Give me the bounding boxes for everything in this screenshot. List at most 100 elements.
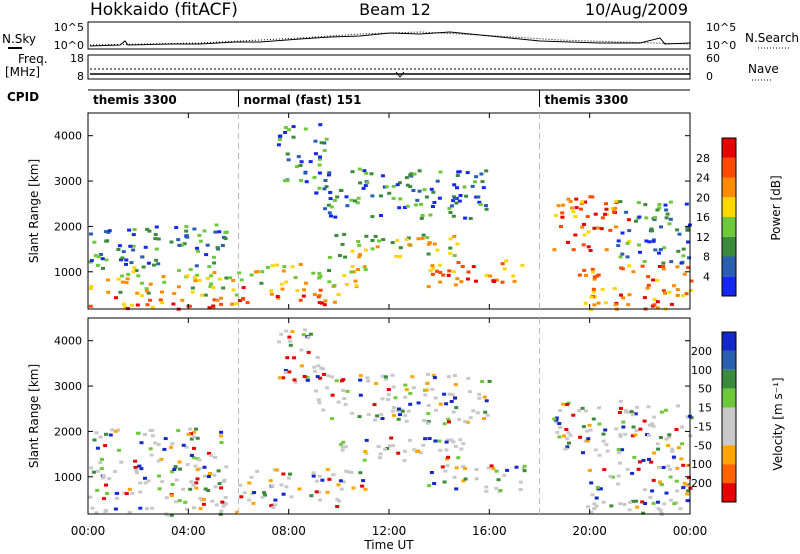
echo-cell xyxy=(618,461,622,465)
echo-cell xyxy=(215,246,220,250)
echo-cell xyxy=(174,478,179,482)
echo-cell xyxy=(432,201,437,204)
velocity-panel-frame xyxy=(87,317,691,515)
echo-cell xyxy=(477,200,482,204)
echo-cell xyxy=(477,392,482,396)
echo-cell xyxy=(450,393,455,397)
echo-cell xyxy=(459,447,464,451)
echo-cell xyxy=(322,149,327,152)
colorbar-swatch xyxy=(722,445,736,465)
echo-cell xyxy=(640,500,645,504)
echo-cell xyxy=(298,163,303,167)
echo-cell xyxy=(328,191,333,194)
echo-cell xyxy=(643,502,648,505)
echo-cell xyxy=(433,439,438,443)
echo-cell xyxy=(486,466,491,470)
echo-cell xyxy=(143,245,148,249)
echo-cell xyxy=(403,383,408,387)
echo-cell xyxy=(581,425,586,429)
echo-cell xyxy=(381,238,386,242)
echo-cell xyxy=(582,268,587,272)
echo-cell xyxy=(268,479,273,483)
echo-cell xyxy=(113,507,118,511)
echo-cell xyxy=(603,428,608,432)
nsearch-tick-top: 10^5 xyxy=(706,21,736,34)
echo-cell xyxy=(122,491,127,495)
echo-cell xyxy=(114,296,118,300)
echo-cell xyxy=(274,468,279,472)
echo-cell xyxy=(389,436,394,440)
echo-cell xyxy=(355,201,360,205)
echo-cell xyxy=(184,234,189,238)
echo-cell xyxy=(662,502,667,506)
echo-cell xyxy=(395,183,400,187)
echo-cell xyxy=(616,474,621,478)
echo-cell xyxy=(465,171,470,175)
echo-cell xyxy=(378,452,383,456)
echo-cell xyxy=(477,396,482,400)
echo-cell xyxy=(603,212,607,216)
echo-cell xyxy=(652,451,657,455)
echo-cell xyxy=(552,248,557,252)
echo-cell xyxy=(446,438,450,442)
echo-cell xyxy=(335,497,340,501)
echo-cell xyxy=(140,281,144,285)
echo-cell xyxy=(114,496,119,500)
echo-cell xyxy=(273,503,278,507)
echo-cell xyxy=(621,420,626,424)
echo-cell xyxy=(590,267,595,271)
echo-cell xyxy=(301,333,306,337)
echo-cell xyxy=(217,482,222,486)
echo-cell xyxy=(312,293,317,296)
echo-cell xyxy=(94,431,99,435)
echo-cell xyxy=(408,391,413,395)
echo-cell xyxy=(426,404,431,407)
echo-cell xyxy=(452,475,457,479)
echo-cell xyxy=(589,295,594,299)
echo-cell xyxy=(131,270,136,274)
echo-cell xyxy=(651,424,656,428)
echo-cell xyxy=(135,291,140,295)
echo-cell xyxy=(651,239,656,243)
echo-cell xyxy=(488,274,493,278)
echo-cell xyxy=(334,379,339,383)
echo-cell xyxy=(402,459,407,463)
echo-cell xyxy=(205,276,210,280)
echo-cell xyxy=(448,211,453,214)
echo-cell xyxy=(457,417,462,421)
echo-cell xyxy=(131,233,136,237)
echo-cell xyxy=(103,230,108,234)
echo-cell xyxy=(415,198,420,202)
echo-cell xyxy=(327,171,332,175)
echo-cell xyxy=(620,252,625,256)
echo-cell xyxy=(390,373,395,377)
echo-cell xyxy=(626,303,631,307)
echo-cell xyxy=(662,246,667,250)
echo-cell xyxy=(433,408,438,412)
echo-cell xyxy=(350,249,355,253)
echo-cell xyxy=(473,180,477,184)
echo-cell xyxy=(278,134,283,138)
colorbar-tick-label: 20 xyxy=(696,191,710,204)
echo-cell xyxy=(95,446,100,450)
echo-cell xyxy=(621,425,626,429)
echo-cell xyxy=(207,265,212,269)
echo-cell xyxy=(666,464,671,468)
echo-cell xyxy=(189,437,194,441)
echo-cell xyxy=(183,500,188,504)
echo-cell xyxy=(190,290,195,294)
echo-cell xyxy=(459,280,464,284)
echo-cell xyxy=(212,298,217,302)
echo-cell xyxy=(661,267,666,271)
echo-cell xyxy=(440,465,445,469)
echo-cell xyxy=(197,279,202,282)
echo-cell xyxy=(480,380,485,383)
echo-cell xyxy=(475,411,480,415)
echo-cell xyxy=(386,397,390,401)
echo-cell xyxy=(292,356,297,360)
echo-cell xyxy=(686,240,690,244)
echo-cell xyxy=(249,273,254,277)
echo-cell xyxy=(604,443,609,447)
echo-cell xyxy=(339,487,344,491)
colorbar-swatch xyxy=(722,236,736,257)
